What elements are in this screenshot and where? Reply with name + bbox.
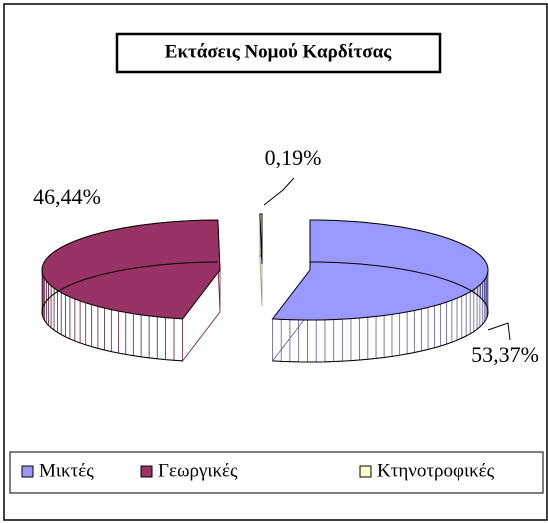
legend-label: Κτηνοτροφικές (377, 460, 495, 481)
slice-top (259, 213, 263, 265)
slice-top (41, 219, 221, 320)
data-label: 46,44% (33, 184, 101, 209)
legend-box (9, 451, 544, 494)
slice-edge (272, 261, 489, 363)
slice-edge (41, 261, 218, 362)
data-label: 0,19% (265, 145, 322, 170)
legend-label: Μικτές (39, 460, 94, 481)
leader-line (263, 177, 295, 206)
legend-swatch (359, 465, 372, 478)
slice-top (271, 219, 489, 321)
title-box (115, 32, 442, 74)
chart-title: Εκτάσεις Νομού Καρδίτσας (165, 41, 392, 62)
legend-label: Γεωργικές (158, 460, 238, 481)
data-label: 53,37% (471, 342, 539, 367)
leader-line (487, 322, 511, 341)
legend-swatch (21, 465, 34, 478)
legend-swatch (140, 465, 153, 478)
